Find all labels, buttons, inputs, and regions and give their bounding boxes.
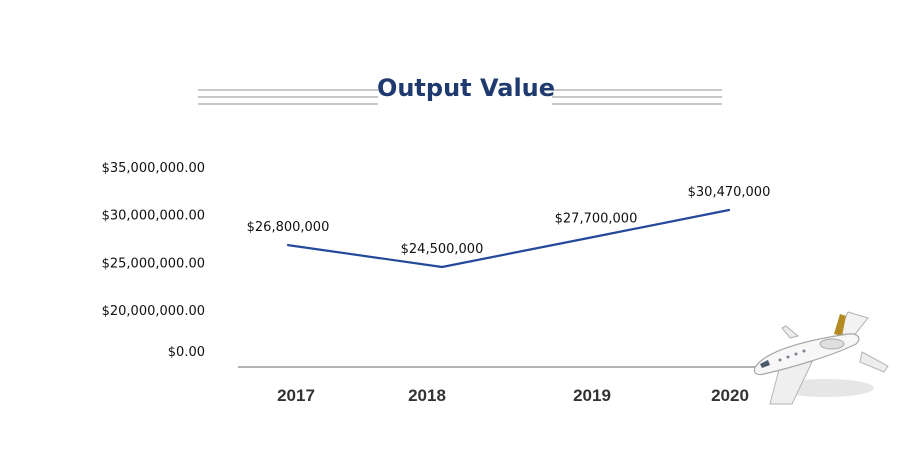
- title-decoration: [198, 89, 722, 105]
- y-tick-label: $35,000,000.00: [102, 161, 205, 176]
- title-rule-left-1: [198, 89, 378, 91]
- y-tick-label: $25,000,000.00: [102, 256, 205, 271]
- data-label: $24,500,000: [401, 242, 484, 257]
- x-tick-label: 2020: [711, 386, 749, 405]
- y-tick-label: $30,000,000.00: [102, 209, 205, 224]
- data-label: $26,800,000: [247, 220, 330, 235]
- x-axis-tick-labels: 2017 2018 2019 2020: [277, 386, 749, 405]
- business-jet-icon: [753, 311, 889, 405]
- title-rule-right-2: [552, 96, 722, 98]
- title-rule-right-1: [552, 89, 722, 91]
- title-rule-left-2: [198, 96, 378, 98]
- title-rule-right-3: [552, 103, 722, 105]
- y-tick-label: $0.00: [168, 345, 205, 360]
- series-line: [286, 208, 731, 269]
- x-tick-label: 2019: [573, 386, 611, 405]
- x-tick-label: 2018: [408, 386, 446, 405]
- data-label: $27,700,000: [555, 211, 638, 226]
- title-rule-left-3: [198, 103, 378, 105]
- y-axis-tick-labels: $0.00 $20,000,000.00 $25,000,000.00 $30,000…: [102, 161, 205, 360]
- data-label: $30,470,000: [688, 185, 771, 200]
- y-tick-label: $20,000,000.00: [102, 304, 205, 319]
- x-tick-label: 2017: [277, 386, 315, 405]
- chart-title: Output Value: [377, 74, 555, 102]
- data-labels: $26,800,000 $24,500,000 $27,700,000 $30,470…: [247, 185, 771, 257]
